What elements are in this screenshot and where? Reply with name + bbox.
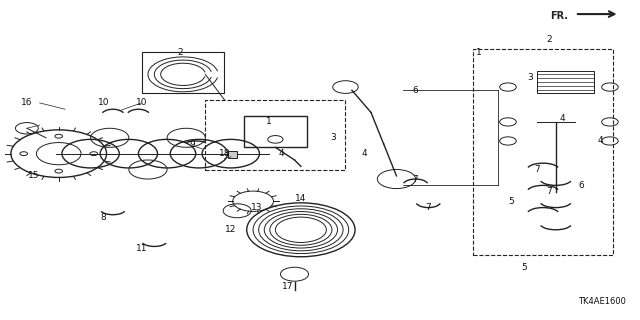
Text: 1: 1	[266, 117, 272, 126]
Text: 2: 2	[177, 48, 182, 57]
Text: 7: 7	[426, 203, 431, 212]
Text: 4: 4	[559, 114, 565, 123]
Text: 11: 11	[136, 244, 147, 253]
Text: 4: 4	[362, 149, 367, 158]
Text: 7: 7	[547, 187, 552, 196]
Text: TK4AE1600: TK4AE1600	[578, 297, 626, 306]
Text: 13: 13	[250, 203, 262, 212]
Text: 4: 4	[598, 136, 603, 146]
Text: FR.: FR.	[550, 11, 568, 21]
Text: 10: 10	[97, 99, 109, 108]
Text: 12: 12	[225, 225, 236, 234]
Text: 7: 7	[534, 165, 540, 174]
Text: 6: 6	[579, 181, 584, 190]
Text: 16: 16	[21, 99, 33, 108]
Text: 8: 8	[100, 212, 106, 222]
Text: 3: 3	[527, 73, 533, 82]
Text: 10: 10	[136, 99, 147, 108]
Text: 4: 4	[279, 149, 285, 158]
Text: 7: 7	[413, 174, 419, 184]
Text: 6: 6	[413, 86, 419, 95]
Text: 15: 15	[28, 172, 39, 180]
Text: 14: 14	[295, 194, 307, 203]
FancyBboxPatch shape	[228, 151, 237, 158]
Text: 5: 5	[521, 263, 527, 272]
Text: 18: 18	[219, 149, 230, 158]
Text: 1: 1	[476, 48, 482, 57]
Text: 3: 3	[330, 133, 335, 142]
Text: 17: 17	[282, 282, 294, 292]
Text: 2: 2	[547, 35, 552, 44]
Text: 9: 9	[189, 140, 195, 148]
Text: 5: 5	[508, 197, 514, 206]
